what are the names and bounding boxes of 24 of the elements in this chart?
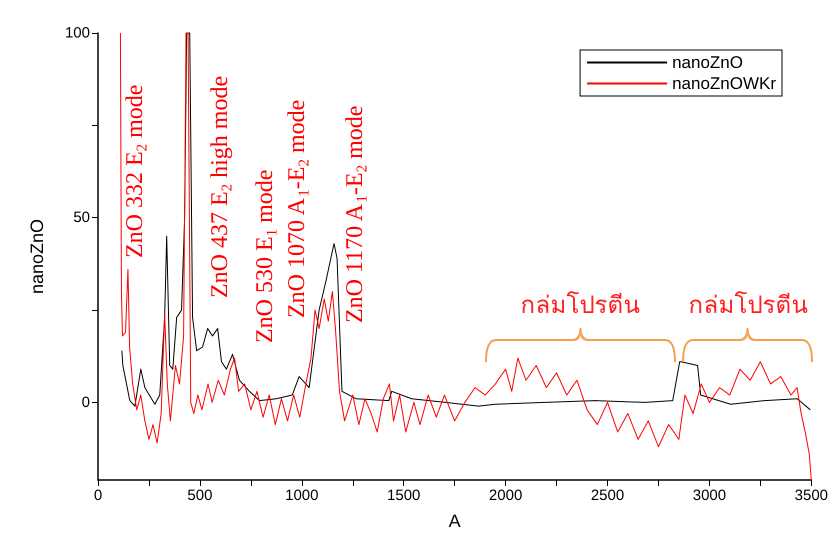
x-tick-label: 1000	[285, 487, 318, 504]
annotation: ZnO 530 E1 mode	[252, 170, 280, 343]
y-axis-title: nanoZnO	[27, 218, 47, 294]
annotation: กล่มโปรตีน	[688, 291, 808, 319]
annotation: ZnO 1170 A1-E2 mode	[342, 106, 370, 323]
line-series	[121, 32, 811, 410]
legend-label: nanoZnOWKr	[672, 74, 776, 93]
x-axis-title: A	[448, 511, 461, 531]
y-tick-label: 0	[82, 394, 90, 411]
x-tick-label: 2500	[590, 487, 624, 504]
x-tick-label: 3000	[692, 487, 726, 504]
x-tick-label: 1500	[387, 487, 420, 504]
x-tick-label: 3500	[794, 487, 828, 504]
annotation: ZnO 332 E2 mode	[122, 84, 150, 258]
x-tick-label: 2000	[488, 487, 522, 504]
annotation: กล่มโปรตีน	[520, 291, 640, 319]
annotation: ZnO 1070 A1-E2 mode	[284, 100, 312, 318]
x-tick-label: 500	[187, 487, 212, 504]
line-series	[120, 32, 812, 480]
legend-label: nanoZnO	[672, 53, 743, 72]
annotation: ZnO 437 E2 high mode	[207, 76, 236, 298]
y-tick-label: 50	[73, 209, 90, 226]
x-tick-label: 0	[94, 487, 102, 504]
y-tick-label: 100	[64, 24, 90, 42]
